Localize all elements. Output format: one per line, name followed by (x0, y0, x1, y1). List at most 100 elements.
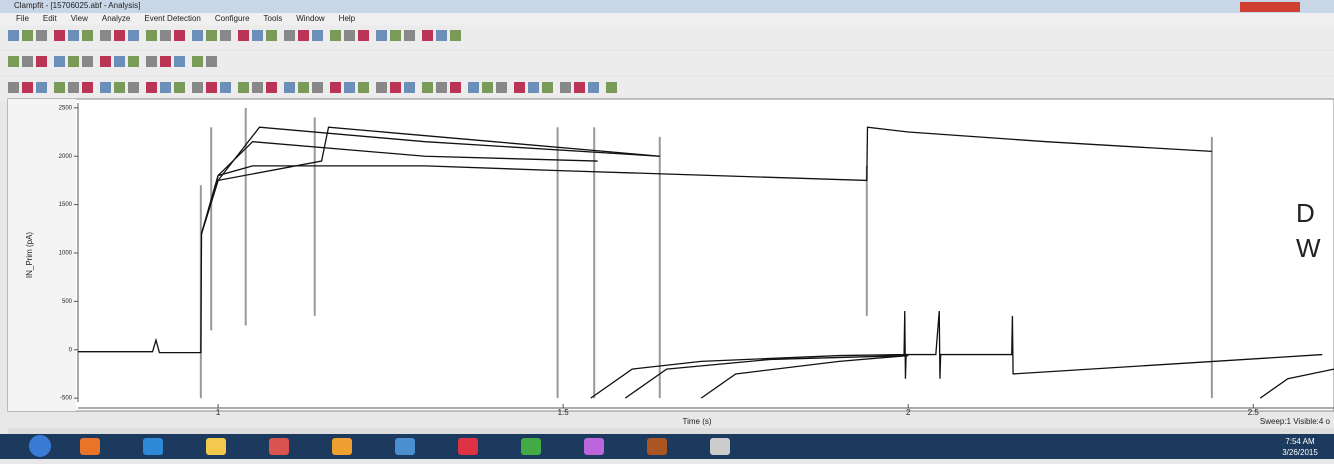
toolbar-button[interactable] (160, 56, 171, 67)
toolbar-button[interactable] (312, 82, 323, 93)
menu-item[interactable]: Configure (215, 14, 250, 23)
menu-item[interactable]: View (71, 14, 88, 23)
toolbar-button[interactable] (450, 30, 461, 41)
taskbar-icon[interactable] (206, 438, 226, 455)
toolbar-button[interactable] (100, 56, 111, 67)
menu-item[interactable]: Window (296, 14, 325, 23)
toolbar-button[interactable] (54, 82, 65, 93)
toolbar-button[interactable] (114, 82, 125, 93)
taskbar-icon[interactable] (458, 438, 478, 455)
toolbar-button[interactable] (344, 82, 355, 93)
toolbar-button[interactable] (284, 30, 295, 41)
scrollbar[interactable] (8, 428, 1334, 434)
toolbar-button[interactable] (8, 56, 19, 67)
toolbar-button[interactable] (220, 82, 231, 93)
toolbar-button[interactable] (192, 56, 203, 67)
toolbar-button[interactable] (482, 82, 493, 93)
toolbar-button[interactable] (100, 82, 111, 93)
toolbar-button[interactable] (390, 30, 401, 41)
toolbar-button[interactable] (344, 30, 355, 41)
toolbar-button[interactable] (54, 30, 65, 41)
toolbar-button[interactable] (358, 30, 369, 41)
toolbar-button[interactable] (560, 82, 571, 93)
toolbar-button[interactable] (404, 82, 415, 93)
toolbar-button[interactable] (128, 30, 139, 41)
toolbar-button[interactable] (606, 82, 617, 93)
toolbar-button[interactable] (206, 30, 217, 41)
taskbar-icon[interactable] (584, 438, 604, 455)
toolbar-button[interactable] (36, 82, 47, 93)
start-button[interactable] (29, 435, 51, 457)
toolbar-button[interactable] (542, 82, 553, 93)
toolbar-button[interactable] (496, 82, 507, 93)
menu-item[interactable]: Event Detection (144, 14, 200, 23)
toolbar-button[interactable] (330, 30, 341, 41)
toolbar-button[interactable] (252, 82, 263, 93)
toolbar-button[interactable] (252, 30, 263, 41)
toolbar-button[interactable] (100, 30, 111, 41)
toolbar-button[interactable] (238, 30, 249, 41)
toolbar-button[interactable] (266, 82, 277, 93)
taskbar-icon[interactable] (521, 438, 541, 455)
toolbar-button[interactable] (128, 82, 139, 93)
toolbar-button[interactable] (128, 56, 139, 67)
toolbar-button[interactable] (528, 82, 539, 93)
menu-item[interactable]: File (16, 14, 29, 23)
toolbar-button[interactable] (358, 82, 369, 93)
toolbar-button[interactable] (22, 30, 33, 41)
toolbar-button[interactable] (146, 56, 157, 67)
toolbar-button[interactable] (82, 56, 93, 67)
toolbar-button[interactable] (436, 82, 447, 93)
toolbar-button[interactable] (376, 82, 387, 93)
toolbar-button[interactable] (298, 82, 309, 93)
taskbar-icon[interactable] (710, 438, 730, 455)
toolbar-button[interactable] (192, 82, 203, 93)
toolbar-button[interactable] (68, 56, 79, 67)
toolbar-button[interactable] (220, 30, 231, 41)
toolbar-button[interactable] (68, 30, 79, 41)
toolbar-button[interactable] (160, 82, 171, 93)
taskbar-icon[interactable] (80, 438, 100, 455)
toolbar-button[interactable] (404, 30, 415, 41)
toolbar-button[interactable] (68, 82, 79, 93)
toolbar-button[interactable] (238, 82, 249, 93)
toolbar-button[interactable] (298, 30, 309, 41)
toolbar-button[interactable] (22, 82, 33, 93)
toolbar-button[interactable] (36, 56, 47, 67)
toolbar-button[interactable] (174, 30, 185, 41)
menu-item[interactable]: Edit (43, 14, 58, 23)
taskbar-icon[interactable] (332, 438, 352, 455)
toolbar-button[interactable] (82, 30, 93, 41)
toolbar-button[interactable] (436, 30, 447, 41)
toolbar-button[interactable] (174, 56, 185, 67)
toolbar-button[interactable] (82, 82, 93, 93)
toolbar-button[interactable] (390, 82, 401, 93)
toolbar-button[interactable] (450, 82, 461, 93)
toolbar-button[interactable] (266, 30, 277, 41)
taskbar-icon[interactable] (395, 438, 415, 455)
toolbar-button[interactable] (468, 82, 479, 93)
toolbar-button[interactable] (330, 82, 341, 93)
toolbar-button[interactable] (574, 82, 585, 93)
toolbar-button[interactable] (114, 30, 125, 41)
toolbar-button[interactable] (312, 30, 323, 41)
toolbar-button[interactable] (206, 56, 217, 67)
menu-item[interactable]: Tools (264, 14, 283, 23)
toolbar-button[interactable] (514, 82, 525, 93)
toolbar-button[interactable] (192, 30, 203, 41)
taskbar-icon[interactable] (647, 438, 667, 455)
toolbar-button[interactable] (422, 30, 433, 41)
toolbar-button[interactable] (376, 30, 387, 41)
toolbar-button[interactable] (36, 30, 47, 41)
toolbar-button[interactable] (160, 30, 171, 41)
menu-item[interactable]: Help (339, 14, 356, 23)
toolbar-button[interactable] (8, 30, 19, 41)
toolbar-button[interactable] (114, 56, 125, 67)
toolbar-button[interactable] (588, 82, 599, 93)
menu-item[interactable]: Analyze (102, 14, 131, 23)
taskbar-icon[interactable] (269, 438, 289, 455)
window-controls[interactable] (1240, 2, 1300, 12)
toolbar-button[interactable] (206, 82, 217, 93)
toolbar-button[interactable] (8, 82, 19, 93)
toolbar-button[interactable] (174, 82, 185, 93)
